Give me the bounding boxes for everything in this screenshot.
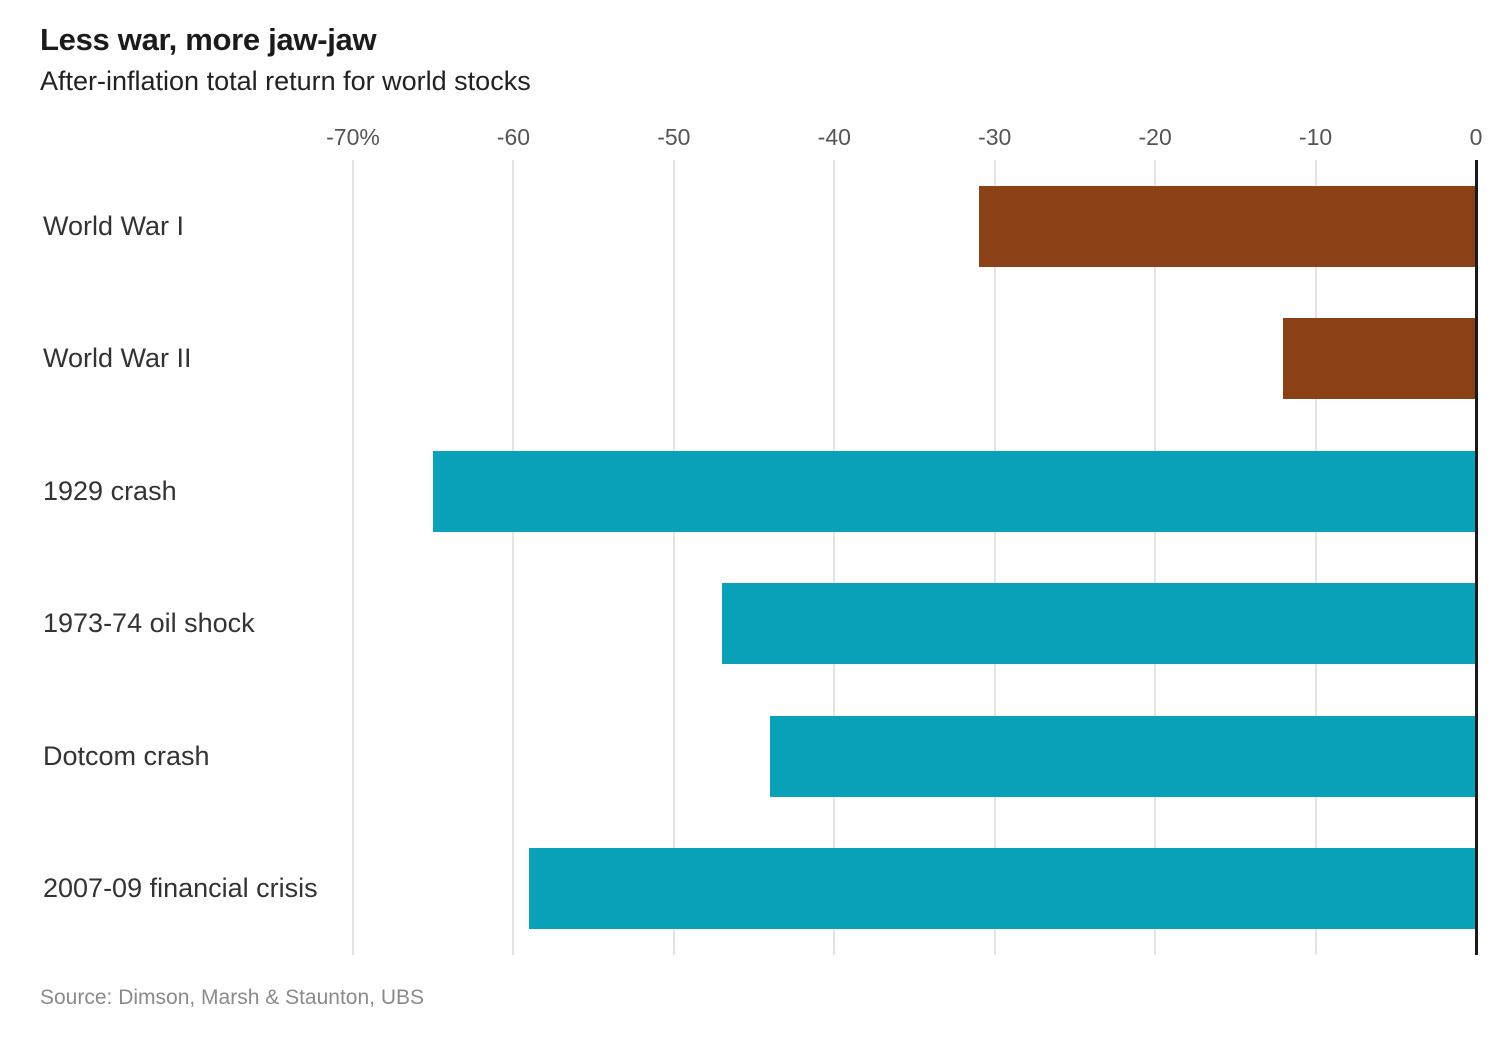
category-label: 2007-09 financial crisis bbox=[43, 873, 318, 904]
zero-axis-line bbox=[1475, 160, 1478, 955]
x-tick-label: -10 bbox=[1298, 124, 1333, 150]
bar bbox=[433, 450, 1476, 532]
x-gridline bbox=[672, 160, 675, 955]
bar bbox=[978, 185, 1476, 267]
category-label: World War I bbox=[43, 210, 185, 241]
x-gridline bbox=[1154, 160, 1157, 955]
x-gridline bbox=[1314, 160, 1317, 955]
x-tick-label: -60 bbox=[496, 124, 531, 150]
category-label: 1929 crash bbox=[43, 475, 177, 506]
bar bbox=[529, 848, 1476, 930]
category-label: World War II bbox=[43, 343, 192, 374]
x-tick-label: -70% bbox=[326, 124, 380, 150]
chart-title: Less war, more jaw-jaw bbox=[40, 22, 377, 57]
x-tick-label: 0 bbox=[1469, 124, 1483, 150]
x-gridline bbox=[512, 160, 515, 955]
x-tick-label: -40 bbox=[817, 124, 851, 150]
source-note: Source: Dimson, Marsh & Staunton, UBS bbox=[40, 986, 424, 1009]
category-label: 1973-74 oil shock bbox=[43, 608, 255, 639]
category-label: Dotcom crash bbox=[43, 740, 210, 771]
x-gridline bbox=[352, 160, 354, 955]
x-tick-label: -20 bbox=[1138, 124, 1172, 150]
bar bbox=[721, 583, 1476, 665]
x-gridline bbox=[993, 160, 996, 955]
x-tick-label: -50 bbox=[657, 124, 691, 150]
bar bbox=[770, 715, 1476, 797]
bar bbox=[1283, 318, 1476, 400]
x-tick-label: -30 bbox=[978, 124, 1012, 150]
chart-subtitle: After-inflation total return for world s… bbox=[40, 66, 531, 96]
x-gridline bbox=[833, 160, 836, 955]
